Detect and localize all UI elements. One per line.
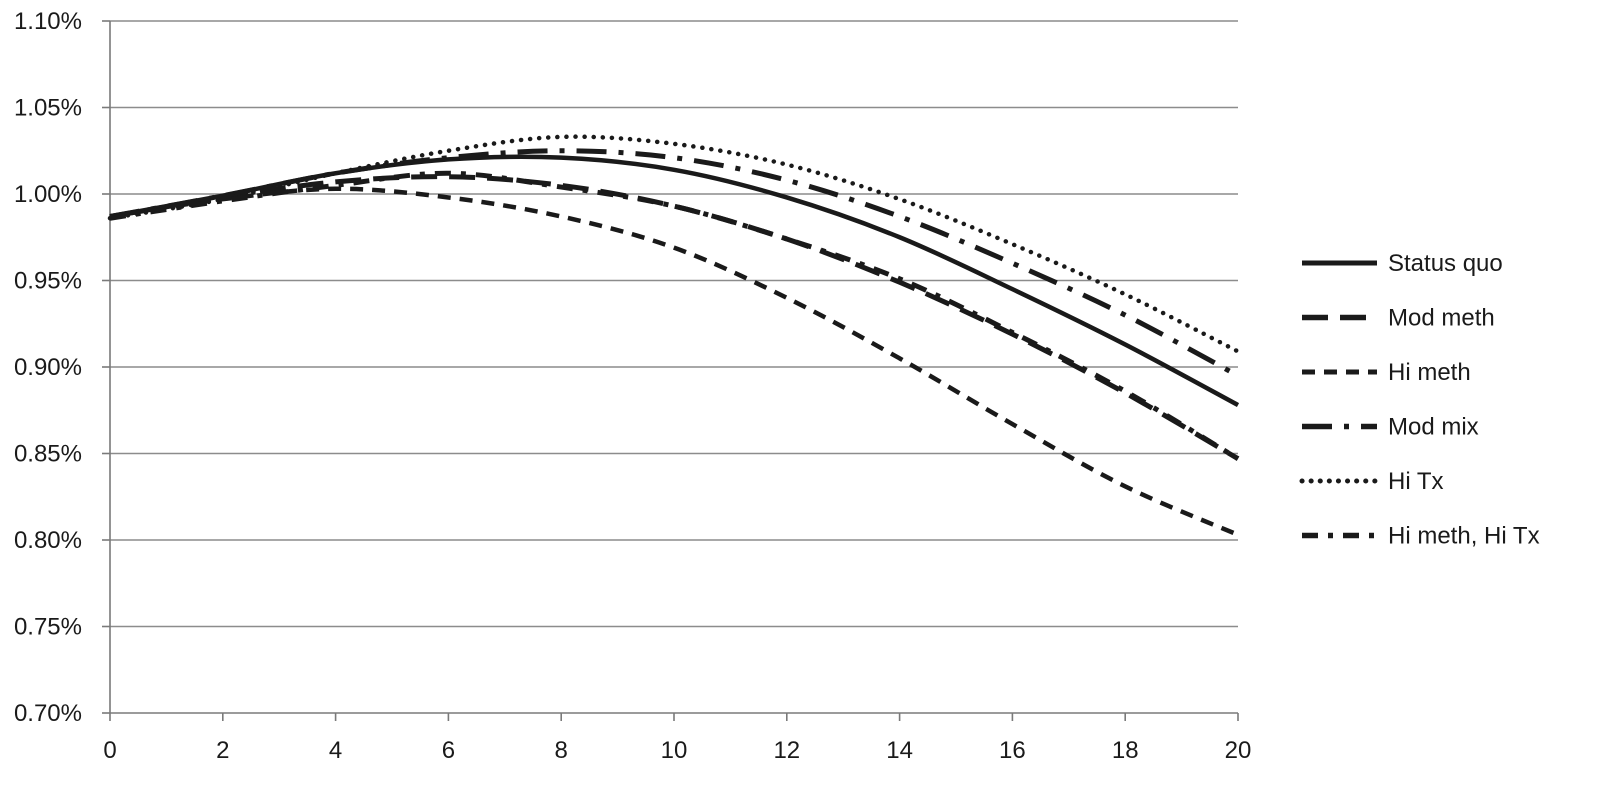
legend-label-mod-mix: Mod mix [1388,414,1479,441]
x-tick-label-1: 2 [216,737,229,764]
y-tick-label-3: 0.85% [14,441,82,468]
tick-labels: 0.70% 0.75% 0.80% 0.85% 0.90% 0.95% 1.00% 1.05%… [14,8,1251,764]
x-tick-label-6: 12 [773,737,800,764]
axes [102,21,1238,721]
legend-item-mod-mix: Mod mix [1302,414,1479,441]
y-tick-label-8: 1.10% [14,8,82,35]
legend-item-hi-tx: Hi Tx [1302,468,1444,495]
y-tick-label-1: 0.75% [14,614,82,641]
grid-lines [110,21,1238,627]
y-tick-label-7: 1.05% [14,95,82,122]
legend-item-mod-meth: Mod meth [1302,305,1495,332]
legend: Status quo Mod meth Hi meth Mod mix Hi Tx Hi … [1302,250,1540,550]
legend-label-hi-meth-hi-tx: Hi meth, Hi Tx [1388,523,1540,550]
y-tick-label-5: 0.95% [14,268,82,295]
x-tick-label-8: 16 [999,737,1026,764]
x-tick-label-4: 8 [555,737,568,764]
legend-label-mod-meth: Mod meth [1388,305,1495,332]
x-tick-label-9: 18 [1112,737,1139,764]
legend-label-hi-tx: Hi Tx [1388,468,1444,495]
legend-label-hi-meth: Hi meth [1388,359,1471,386]
x-tick-label-5: 10 [661,737,688,764]
x-tick-label-0: 0 [103,737,116,764]
y-tick-label-0: 0.70% [14,700,82,727]
legend-label-status-quo: Status quo [1388,250,1503,277]
legend-item-status-quo: Status quo [1302,250,1503,277]
legend-item-hi-meth-hi-tx: Hi meth, Hi Tx [1302,523,1540,550]
y-tick-label-6: 1.00% [14,181,82,208]
y-tick-label-4: 0.90% [14,354,82,381]
x-tick-label-2: 4 [329,737,342,764]
x-tick-label-3: 6 [442,737,455,764]
x-tick-label-7: 14 [886,737,913,764]
legend-item-hi-meth: Hi meth [1302,359,1471,386]
x-tick-label-10: 20 [1225,737,1252,764]
series-lines [110,137,1238,535]
y-tick-label-2: 0.80% [14,527,82,554]
